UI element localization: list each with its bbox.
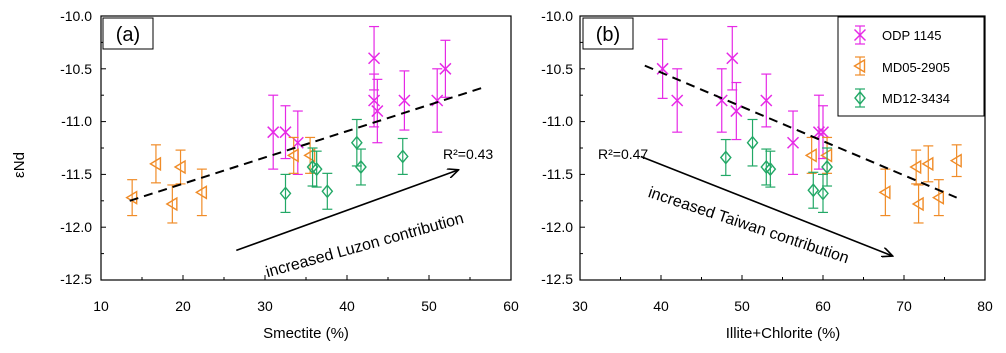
data-point-md05-2905 [303,148,316,163]
data-point-odp-1145 [267,126,280,139]
panel-label-box [102,17,154,50]
data-point-md05-2905 [878,185,891,200]
data-point-md05-2905 [173,159,186,175]
data-point-md05-2905 [149,156,162,172]
panel-label: (b) [596,24,620,46]
panel-b: -10.0 -10.5 -11.0 -11.5 -12.0 -12.5 30 4… [541,8,993,342]
y-tick-label: -11.5 [61,166,92,182]
panel-b-yticks: -10.0 -10.5 -11.0 -11.5 -12.0 -12.5 [541,8,573,287]
y-tick-label: -11.0 [542,113,573,129]
y-tick-label: -12.5 [60,271,92,287]
y-tick-label: -10.5 [60,61,92,77]
y-tick-label: -12.5 [541,271,573,287]
x-tick-label: 20 [175,298,191,314]
data-point-md05-2905 [804,148,817,163]
panel-label-box [582,17,634,50]
legend-marker-md05-2905 [853,58,866,74]
data-point-md12-3434 [746,135,759,150]
r-squared-label: R²=0.43 [443,146,493,162]
data-point-md12-3434 [279,186,292,201]
panel-a-yticks: -10.0 -10.5 -11.0 -11.5 -12.0 -12.5 [60,8,92,287]
data-point-odp-1145 [760,94,773,107]
data-point-md12-3434 [764,162,777,177]
x-axis-label: Smectite (%) [263,325,349,342]
data-point-odp-1145 [726,52,739,65]
panel-a-plot [100,15,512,281]
data-point-md05-2905 [911,196,924,212]
panel-b-xticks: 30 40 50 60 70 80 [572,298,993,314]
legend-label-md12-3434: MD12-3434 [882,91,950,106]
data-point-odp-1145 [786,136,800,149]
y-tick-label: -11.5 [542,166,573,182]
legend-marker-md12-3434 [854,90,866,106]
data-point-md05-2905 [286,148,299,163]
x-tick-label: 60 [503,298,519,314]
data-point-odp-1145 [398,94,411,107]
trend-arrow [236,170,457,252]
data-point-odp-1145 [730,105,743,118]
x-tick-label: 40 [339,298,355,314]
legend-label-odp-1145: ODP 1145 [882,28,942,43]
data-point-odp-1145 [368,52,381,65]
data-point-odp-1145 [279,126,292,139]
r-squared-label: R²=0.47 [598,146,648,162]
data-point-md05-2905 [909,159,922,175]
panel-b-plot [579,15,986,281]
trend-line [644,64,958,199]
data-point-md05-2905 [165,196,178,212]
data-point-odp-1145 [816,126,830,139]
y-tick-label: -11.0 [61,113,92,129]
panel-a: -10.0 -10.5 -11.0 -11.5 -12.0 -12.5 10 2… [60,8,519,342]
data-point-md05-2905 [949,153,962,168]
x-tick-label: 60 [815,298,831,314]
legend-marker-odp-1145 [853,28,867,42]
legend-swatches [853,25,867,108]
trend-arrow [640,155,892,255]
x-tick-label: 30 [572,298,588,314]
x-tick-label: 50 [421,298,437,314]
data-point-md12-3434 [355,159,367,175]
trend-line [129,86,483,202]
data-point-md05-2905 [194,185,208,200]
x-tick-label: 80 [977,298,993,314]
y-tick-label: -10.0 [60,8,92,24]
data-point-md12-3434 [321,184,334,199]
panel-label: (a) [116,24,140,46]
x-axis-label: Illite+Chlorite (%) [726,325,841,342]
y-tick-label: -10.0 [541,8,573,24]
data-point-odp-1145 [371,105,384,118]
y-axis-label: εNd [11,152,28,178]
x-tick-label: 50 [734,298,750,314]
trend-annotation: increased Luzon contribution [264,210,466,281]
x-tick-label: 10 [93,298,109,314]
data-point-md12-3434 [310,162,323,177]
y-tick-label: -12.0 [60,219,92,235]
data-point-md05-2905 [931,190,945,205]
data-point-md12-3434 [807,183,820,198]
x-tick-label: 40 [653,298,669,314]
y-tick-label: -12.0 [541,219,573,235]
panel-a-xticks: 10 20 30 40 50 60 [93,298,519,314]
data-point-odp-1145 [439,62,452,75]
data-point-md12-3434 [719,150,732,165]
data-point-md12-3434 [821,159,833,175]
data-point-odp-1145 [671,94,684,107]
legend: ODP 1145 MD05-2905 MD12-3434 [837,16,985,117]
data-point-md12-3434 [396,149,409,164]
data-point-md12-3434 [817,186,829,201]
x-tick-label: 70 [896,298,912,314]
y-tick-label: -10.5 [541,61,573,77]
x-tick-label: 30 [257,298,273,314]
data-point-md05-2905 [921,156,934,172]
legend-label-md05-2905: MD05-2905 [882,60,950,75]
